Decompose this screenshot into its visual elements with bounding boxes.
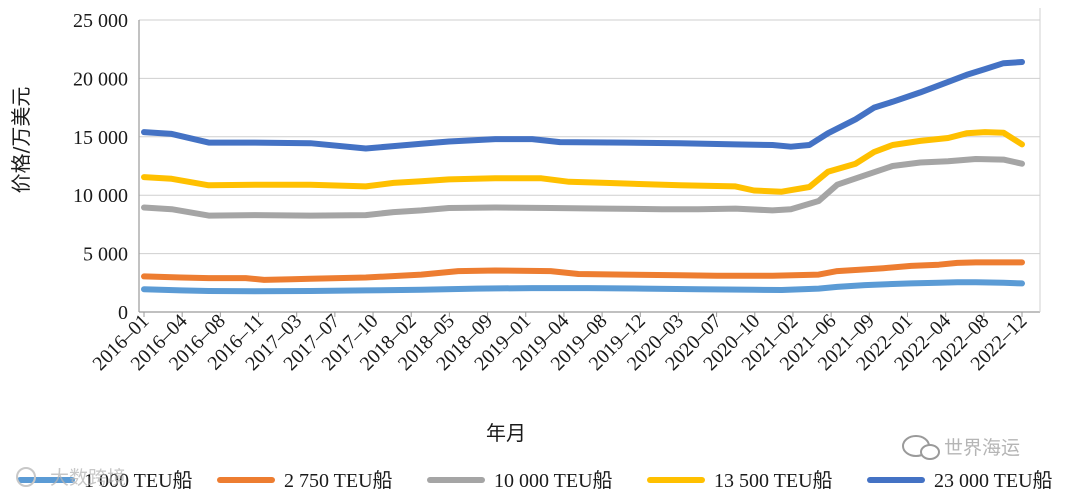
legend-label: 23 000 TEU船 — [934, 469, 1053, 492]
watermark-left-text: 大数跨境 — [50, 467, 126, 489]
series-line — [141, 59, 1025, 152]
watermark-top-right: 世界海运 — [902, 435, 1020, 460]
legend-item: 2 750 TEU船 — [217, 469, 393, 492]
series-line — [141, 259, 1025, 283]
x-axis-title: 年月 — [486, 421, 526, 445]
axes — [138, 8, 1041, 313]
series-line — [141, 129, 1025, 195]
watermark-bottom-left: 大数跨境 — [16, 467, 126, 489]
watermark-right-text: 世界海运 — [944, 437, 1020, 459]
y-tick-label: 5 000 — [83, 244, 128, 266]
y-tick-label: 15 000 — [73, 127, 128, 149]
y-axis-title: 价格/万美元 — [9, 87, 33, 194]
series-line — [141, 279, 1025, 295]
legend-label: 10 000 TEU船 — [494, 469, 613, 492]
legend-label: 2 750 TEU船 — [284, 469, 393, 492]
legend-item: 1 000 TEU船 — [17, 469, 193, 492]
legend: 1 000 TEU船 2 750 TEU船 10 000 TEU船 13 500 TE… — [17, 469, 1053, 492]
y-tick-label: 10 000 — [73, 185, 128, 207]
gridlines — [139, 19, 1040, 255]
legend-item: 23 000 TEU船 — [867, 469, 1053, 492]
series-lines — [141, 59, 1025, 295]
wechat-icon-small — [920, 444, 940, 460]
y-tick-labels: 0 5 000 10 000 15 000 20 000 25 000 — [73, 10, 128, 324]
legend-item: 10 000 TEU船 — [427, 469, 613, 492]
legend-item: 13 500 TEU船 — [647, 469, 833, 492]
y-tick-label: 20 000 — [73, 68, 128, 90]
y-tick-label: 0 — [118, 302, 128, 324]
legend-label: 13 500 TEU船 — [714, 469, 833, 492]
legend-label: 1 000 TEU船 — [84, 469, 193, 492]
series-line — [141, 156, 1025, 219]
y-tick-label: 25 000 — [73, 10, 128, 32]
x-tick-labels: 2016–012016–042016–082016–112017–032017–… — [88, 310, 1031, 375]
watermark-logo-icon — [16, 467, 36, 487]
